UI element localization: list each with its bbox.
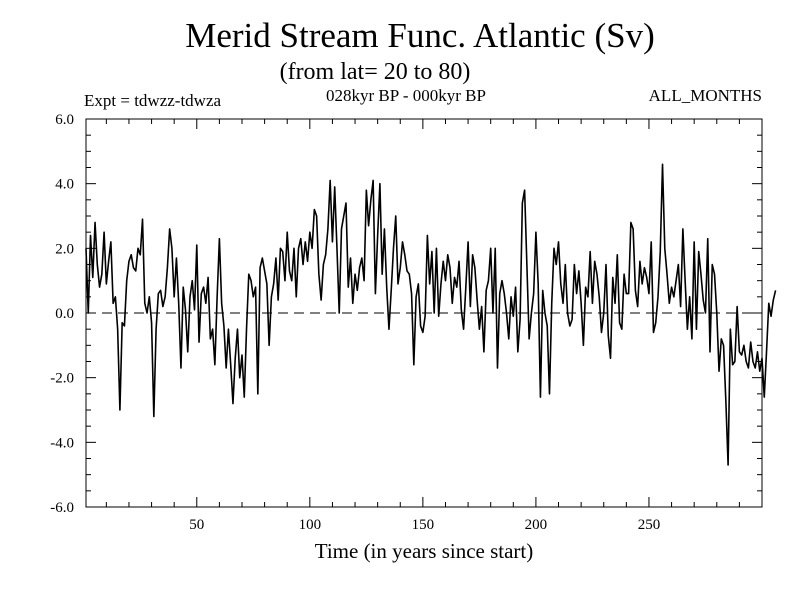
chart-title: Merid Stream Func. Atlantic (Sv) [185, 16, 655, 55]
x-tick-label: 200 [525, 517, 548, 533]
x-axis-label: Time (in years since start) [314, 539, 534, 563]
y-tick-label: 0.0 [55, 306, 74, 322]
series-line [85, 163, 777, 466]
y-tick-label: 2.0 [55, 241, 74, 257]
y-tick-label: -4.0 [50, 435, 74, 451]
x-axis: 50 100 150 200 250 [105, 119, 740, 533]
period-label: 028kyr BP - 000kyr BP [326, 86, 486, 105]
x-tick-label: 150 [412, 517, 435, 533]
x-tick-label: 50 [189, 517, 204, 533]
x-tick-label: 250 [638, 517, 661, 533]
y-tick-label: 6.0 [55, 112, 74, 128]
y-tick-label: -2.0 [50, 371, 74, 387]
plot-frame [85, 118, 763, 508]
x-tick-label: 100 [299, 517, 322, 533]
y-axis: -6.0 -4.0 -2.0 0.0 2.0 4.0 6.0 [50, 112, 762, 516]
y-tick-label: 4.0 [55, 177, 74, 193]
experiment-label: Expt = tdwzz-tdwza [84, 91, 222, 110]
y-tick-label: -6.0 [50, 500, 74, 516]
chart-subtitle: (from lat= 20 to 80) [279, 59, 471, 85]
months-label: ALL_MONTHS [648, 86, 762, 105]
